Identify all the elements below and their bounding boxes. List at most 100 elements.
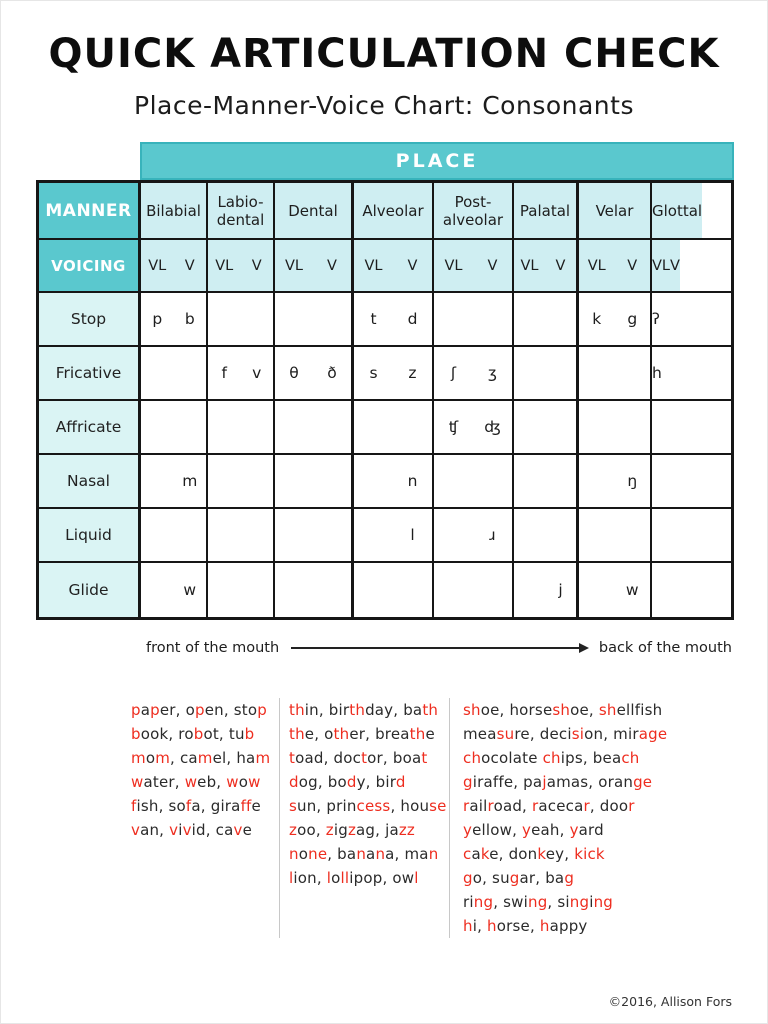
voicing-header-row: VOICING VL V VL V VL V VL V VL V VL V VL V VL V [39, 240, 731, 293]
word-text: ellfish [616, 701, 663, 719]
target-sound-letters: d [346, 773, 357, 791]
word-line: ring, swing, singing [463, 890, 732, 914]
manner-header: MANNER [39, 183, 141, 238]
voicing-bilabial: VL V [141, 240, 208, 291]
copyright: ©2016, Allison Fors [608, 994, 732, 1009]
cell-affricate-labio-dental [208, 401, 275, 453]
target-sound-letters: w [131, 773, 144, 791]
phoneme-voiced: v [252, 364, 262, 382]
phoneme-voiced: n [407, 472, 418, 490]
cell-stop-dental [275, 293, 354, 345]
word-text: appy [549, 917, 588, 935]
target-sound-letters: s [289, 797, 298, 815]
mouth-direction-legend: front of the mouth back of the mouth [146, 640, 732, 656]
target-sound-letters: p [194, 701, 205, 719]
word-text: o [238, 773, 249, 791]
target-sound-letters: g [509, 869, 520, 887]
place-palatal: Palatal [514, 183, 579, 238]
phoneme-voiceless: h [652, 364, 662, 382]
word-line: fish, sofa, giraffe [131, 794, 279, 818]
target-sound-letters: k [480, 845, 490, 863]
word-line: measure, decision, mirage [463, 722, 732, 746]
word-text: a [140, 701, 151, 719]
word-line: water, web, wow [131, 770, 279, 794]
target-sound-letters: j [542, 773, 547, 791]
phoneme-voiceless [514, 581, 545, 599]
cell-fricative-velar [579, 347, 652, 399]
word-text: orse, [496, 917, 540, 935]
target-sound-letters: p [150, 701, 160, 719]
phoneme-voiceless: ʃ [450, 364, 457, 382]
word-text: ig [333, 821, 348, 839]
voiced-label: V [407, 257, 418, 274]
cell-nasal-alveolar: n [354, 455, 434, 507]
target-sound-letters: t [361, 749, 368, 767]
target-sound-letters: h [539, 917, 550, 935]
word-text: o [145, 749, 156, 767]
target-sound-letters: ng [593, 893, 613, 911]
vl-v-pair: l [354, 526, 432, 544]
place-post-alveolar: Post- alveolar [434, 183, 514, 238]
target-sound-letters: v [169, 821, 179, 839]
word-text: o [298, 845, 309, 863]
phoneme-voiced: d [407, 310, 418, 328]
cell-nasal-dental [275, 455, 354, 507]
cell-nasal-labio-dental [208, 455, 275, 507]
cell-glide-post-alveolar [434, 563, 514, 617]
voiced-label: V [487, 257, 498, 274]
word-line: yellow, yeah, yard [463, 818, 732, 842]
voicing-header: VOICING [39, 240, 141, 291]
target-sound-letters: p [131, 701, 141, 719]
target-sound-letters: ll [340, 869, 350, 887]
target-sound-letters: n [289, 845, 299, 863]
word-text: ips, bea [560, 749, 622, 767]
phoneme-voiced: w [183, 581, 197, 599]
cell-fricative-glottal: h [652, 347, 662, 399]
vl-v-pair: w [141, 581, 206, 599]
target-sound-letters: m [155, 749, 171, 767]
pmv-chart: PLACE MANNER Bilabial Labio- dental Dental A… [36, 142, 734, 620]
target-sound-letters: ch [621, 749, 640, 767]
target-sound-letters: cess [356, 797, 391, 815]
target-sound-letters: n [356, 845, 367, 863]
target-sound-letters: ng [569, 893, 590, 911]
cell-affricate-alveolar [354, 401, 434, 453]
target-sound-letters: g [463, 773, 473, 791]
word-line: zoo, zigzag, jazz [289, 818, 449, 842]
word-text: eah, [531, 821, 570, 839]
target-sound-letters: r [463, 797, 470, 815]
voiced-label: V [184, 257, 195, 274]
word-text: or, boa [367, 749, 422, 767]
target-sound-letters: p [257, 701, 267, 719]
phoneme-voiceless [579, 472, 615, 490]
word-text: og, bo [298, 773, 347, 791]
page-subtitle: Place-Manner-Voice Chart: Consonants [134, 91, 634, 120]
phoneme-voiceless [434, 526, 473, 544]
word-text: o [331, 869, 341, 887]
word-text: , hou [390, 797, 430, 815]
phoneme-voiceless: ʔ [652, 310, 660, 328]
word-text: ish, so [136, 797, 186, 815]
word-text: , doo [589, 797, 629, 815]
phoneme-voiced: b [184, 310, 195, 328]
phoneme-voiced: l [410, 526, 415, 544]
target-sound-letters: d [395, 773, 406, 791]
target-sound-letters: h [463, 917, 473, 935]
target-sound-letters: b [131, 725, 141, 743]
word-text: e [251, 797, 261, 815]
word-lists: paper, open, stop book, robot, tub mom, ca… [131, 698, 732, 938]
word-text: i [589, 893, 594, 911]
voicing-labio-dental: VL V [208, 240, 275, 291]
vl-v-pair: w [579, 581, 650, 599]
vl-v-pair: VL V [354, 258, 432, 274]
word-text: ot, tu [203, 725, 245, 743]
target-sound-letters: m [197, 749, 213, 767]
consonant-grid: MANNER Bilabial Labio- dental Dental Alveola… [36, 180, 734, 620]
word-text: , si [547, 893, 570, 911]
word-text: ard [578, 821, 604, 839]
cell-liquid-labio-dental [208, 509, 275, 561]
target-sound-letters: z [347, 821, 357, 839]
